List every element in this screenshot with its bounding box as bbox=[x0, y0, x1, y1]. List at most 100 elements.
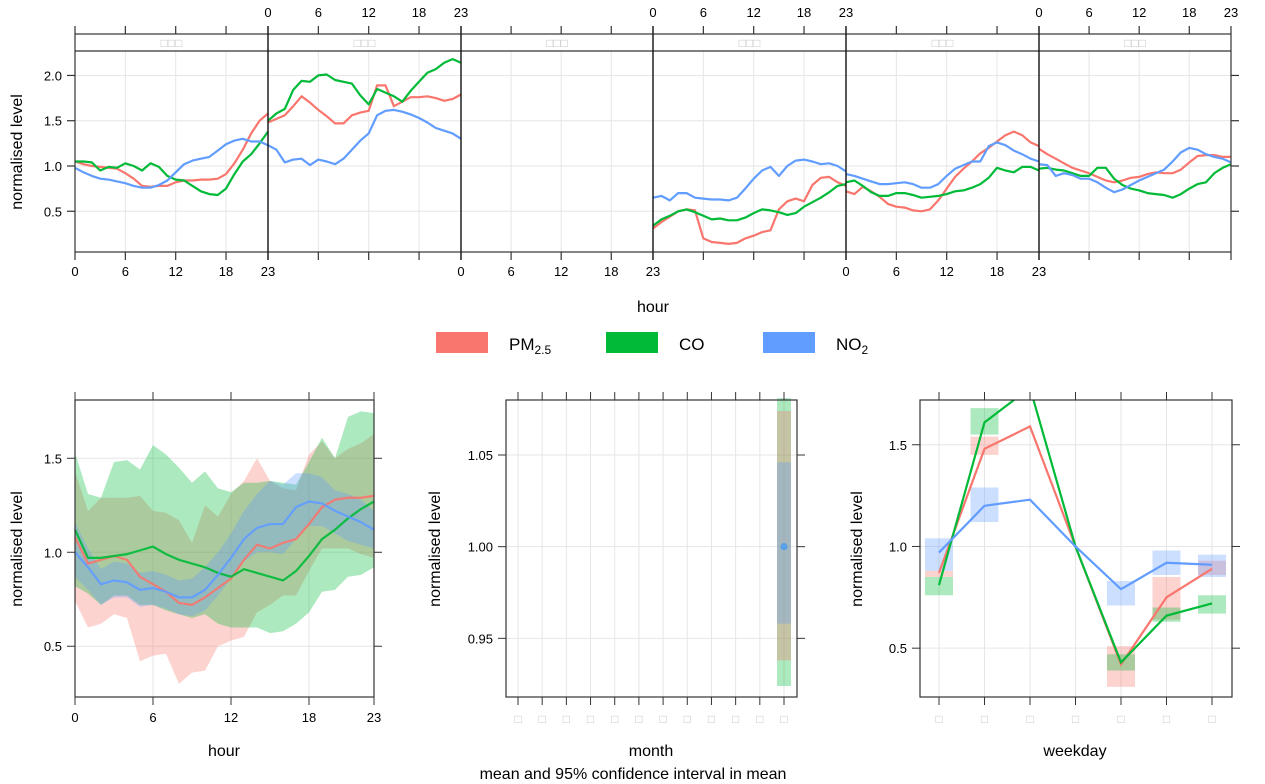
x-tick-label-bottom: 23 bbox=[261, 264, 275, 279]
ci-box-pm25 bbox=[970, 436, 999, 455]
legend-label-subscript: 2 bbox=[862, 343, 869, 357]
y-tick-label: 2.0 bbox=[44, 68, 62, 83]
x-category-label: □ bbox=[684, 712, 691, 726]
y-tick-label: 0.5 bbox=[889, 641, 907, 656]
x-axis-title: hour bbox=[637, 299, 670, 316]
series-line-no2-panel-1 bbox=[74, 137, 269, 189]
x-tick-label-bottom: 23 bbox=[646, 264, 660, 279]
x-category-label: □ bbox=[539, 712, 546, 726]
y-tick-label: 1.5 bbox=[44, 114, 62, 129]
legend-item-co: CO bbox=[606, 332, 705, 354]
legend-label-pm25: PM2.5 bbox=[509, 335, 552, 357]
y-tick-label: 1.5 bbox=[889, 438, 907, 453]
legend-label-co: CO bbox=[679, 335, 705, 354]
x-category-label: □ bbox=[514, 712, 521, 726]
ci-band-no2 bbox=[75, 473, 374, 617]
x-tick-label-top: 0 bbox=[264, 5, 271, 20]
legend: PM2.5 CO NO2 bbox=[436, 332, 869, 357]
x-tick-label-bottom: 0 bbox=[457, 264, 464, 279]
plot-area bbox=[925, 400, 1226, 687]
plot-frame bbox=[74, 399, 375, 698]
y-axis-title: normalised level bbox=[9, 491, 26, 607]
mean-point-no2 bbox=[780, 543, 788, 551]
x-category-label: □ bbox=[780, 712, 787, 726]
x-axis-title: weekday bbox=[1042, 743, 1106, 760]
x-category-label: □ bbox=[756, 712, 763, 726]
x-category-label: □ bbox=[611, 712, 618, 726]
x-tick-label: 23 bbox=[367, 710, 381, 725]
x-tick-label: 12 bbox=[224, 710, 238, 725]
y-tick-label: 1.0 bbox=[889, 539, 907, 554]
x-tick-label-top: 0 bbox=[649, 5, 656, 20]
strip-label-panel-6: □□□ bbox=[1124, 36, 1146, 50]
y-tick-label: 0.5 bbox=[44, 639, 62, 654]
series-line-co-panel-2 bbox=[267, 57, 462, 122]
series-line-no2-panel-2 bbox=[267, 108, 462, 167]
x-category-label: □ bbox=[587, 712, 594, 726]
legend-item-no2: NO2 bbox=[763, 332, 869, 357]
ci-box-no2 bbox=[1198, 554, 1226, 577]
series-line-co-panel-5 bbox=[845, 165, 1040, 199]
x-category-label: □ bbox=[1026, 712, 1033, 726]
x-tick-label: 6 bbox=[149, 710, 156, 725]
series-line-no2-panel-6 bbox=[1038, 146, 1232, 194]
series-line-pm25-panel-2 bbox=[267, 84, 462, 125]
x-category-label: □ bbox=[635, 712, 642, 726]
y-tick-label: 1.00 bbox=[468, 540, 493, 555]
x-tick-label-top: 12 bbox=[361, 5, 375, 20]
mean-line-no2 bbox=[938, 498, 1213, 591]
legend-label-no2: NO2 bbox=[836, 335, 869, 357]
y-tick-label: 1.0 bbox=[44, 545, 62, 560]
legend-label-subscript: 2.5 bbox=[535, 343, 552, 357]
mean-line-co bbox=[74, 500, 375, 582]
strip-label-panel-4: □□□ bbox=[739, 36, 761, 50]
ci-band-co bbox=[75, 411, 374, 634]
x-category-label: □ bbox=[659, 712, 666, 726]
x-category-label: □ bbox=[1117, 712, 1124, 726]
x-tick-label-bottom: 18 bbox=[604, 264, 618, 279]
ci-box-pm25 bbox=[925, 570, 953, 577]
y-axis-title: normalised level bbox=[849, 491, 866, 607]
y-tick-label: 0.5 bbox=[44, 204, 62, 219]
x-tick-label-top: 6 bbox=[1085, 5, 1092, 20]
ci-box-no2 bbox=[1107, 581, 1135, 606]
x-tick-label-bottom: 12 bbox=[554, 264, 568, 279]
x-tick-label-bottom: 6 bbox=[507, 264, 514, 279]
x-tick-label-top: 12 bbox=[1132, 5, 1146, 20]
x-tick-label-top: 18 bbox=[797, 5, 811, 20]
x-tick-label-top: 6 bbox=[700, 5, 707, 20]
x-tick-label-top: 18 bbox=[1182, 5, 1196, 20]
x-tick-label-bottom: 18 bbox=[219, 264, 233, 279]
x-tick-label-bottom: 18 bbox=[990, 264, 1004, 279]
ci-bar-co bbox=[777, 398, 791, 686]
mean-line-no2 bbox=[74, 500, 375, 599]
series-line-no2-panel-4 bbox=[652, 158, 847, 202]
legend-label-main: PM bbox=[509, 335, 535, 354]
x-tick-label-bottom: 23 bbox=[1032, 264, 1046, 279]
legend-swatch-no2 bbox=[763, 332, 815, 353]
strip-label-panel-5: □□□ bbox=[932, 36, 954, 50]
ci-box-co bbox=[925, 576, 953, 596]
hour-panel: 0 6 12 18 23 0.5 1.0 1.5 hour normalised level bbox=[9, 392, 382, 760]
x-axis-title: month bbox=[629, 743, 673, 760]
series-line-co-panel-1 bbox=[75, 130, 269, 197]
x-tick-label-bottom: 0 bbox=[842, 264, 849, 279]
legend-swatch-co bbox=[606, 332, 658, 353]
x-tick-label: 0 bbox=[71, 710, 78, 725]
y-tick-label: 1.0 bbox=[44, 159, 62, 174]
x-tick-label: 18 bbox=[302, 710, 316, 725]
x-tick-label-bottom: 6 bbox=[893, 264, 900, 279]
series-line-co-panel-6 bbox=[1038, 163, 1232, 199]
y-tick-label: 1.05 bbox=[468, 448, 493, 463]
x-category-label: □ bbox=[563, 712, 570, 726]
x-category-label: □ bbox=[708, 712, 715, 726]
x-tick-label-top: 23 bbox=[454, 5, 468, 20]
ci-bar-pm25 bbox=[777, 411, 791, 661]
y-tick-label: 1.5 bbox=[44, 451, 62, 466]
legend-swatch-pm25 bbox=[436, 332, 488, 353]
x-tick-label-top: 12 bbox=[746, 5, 760, 20]
x-tick-label-top: 6 bbox=[315, 5, 322, 20]
x-category-label: □ bbox=[981, 712, 988, 726]
x-category-label: □ bbox=[732, 712, 739, 726]
x-tick-label-bottom: 12 bbox=[168, 264, 182, 279]
